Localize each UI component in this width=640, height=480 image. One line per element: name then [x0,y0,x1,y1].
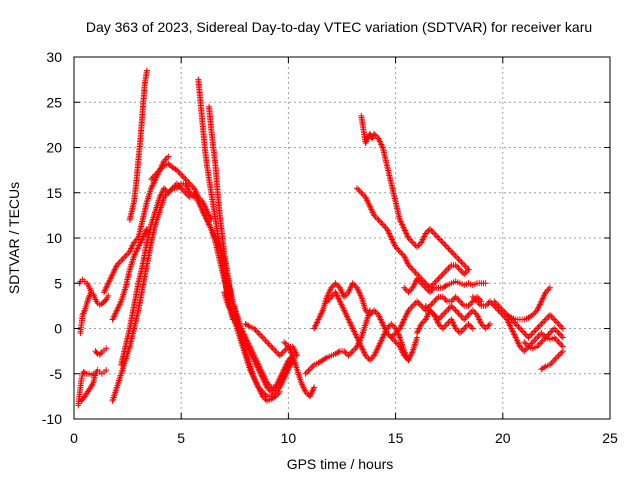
y-tick-label: 0 [54,321,62,337]
data-point [103,345,110,352]
data-point [559,325,566,332]
data-point [486,320,493,327]
series-pass-21 [311,280,421,364]
y-tick-label: 15 [46,185,62,201]
x-tick-label: 25 [602,430,618,446]
series-pass-2 [77,289,112,337]
data-point [93,349,100,356]
data-point [102,297,109,304]
series-pass-25 [401,275,489,296]
y-tick-label: -10 [42,411,62,427]
y-tick-label: 10 [46,230,62,246]
series-pass-31 [504,284,553,323]
series-pass-4 [78,367,110,404]
y-tick-label: 25 [46,94,62,110]
y-tick-label: -5 [50,366,63,382]
data-point [186,194,193,201]
series-pass-23 [358,112,472,273]
x-tick-label: 5 [177,430,185,446]
data-point [143,67,150,74]
data-point [165,153,172,160]
data-marks [75,67,566,409]
series-pass-19 [281,339,318,400]
data-point [311,384,318,391]
data-point [97,350,104,357]
chart-title: Day 363 of 2023, Sidereal Day-to-day VTE… [86,19,592,35]
series-pass-7 [109,225,150,323]
data-point [442,282,449,289]
series-pass-8 [126,67,150,223]
series-pass-26 [388,293,485,341]
y-tick-label: 30 [46,49,62,65]
series-pass-28 [422,302,493,332]
data-point [80,368,87,375]
data-point [482,280,489,287]
series-pass-5 [92,345,110,358]
data-point [559,334,566,341]
y-axis-label: SDTVAR / TECUs [6,182,22,294]
x-axis-label: GPS time / hours [287,456,394,472]
data-point [105,292,112,299]
series-pass-17 [221,289,296,395]
y-tick-label: 5 [54,275,62,291]
data-point [469,325,476,332]
series-pass-12 [148,153,172,183]
data-point [541,364,548,371]
data-point [506,313,513,320]
x-tick-label: 0 [70,430,78,446]
data-point [405,357,412,364]
x-tick-label: 20 [495,430,511,446]
data-point [335,349,342,356]
data-point [103,367,110,374]
data-point [89,381,96,388]
data-point [559,343,566,350]
series-pass-10 [118,180,193,368]
y-tick-label: 20 [46,140,62,156]
data-point [322,355,329,362]
series-pass-6 [101,235,142,296]
data-point [465,266,472,273]
x-tick-label: 15 [388,430,404,446]
series-pass-24 [354,185,472,291]
x-tick-label: 10 [281,430,297,446]
data-point [546,284,553,291]
series-pass-3 [75,368,97,409]
series-pass-33 [521,334,566,352]
ticks: 0 5 10 15 20 25 -10 -5 0 5 10 15 20 25 30 [42,49,618,446]
data-point [245,322,252,329]
